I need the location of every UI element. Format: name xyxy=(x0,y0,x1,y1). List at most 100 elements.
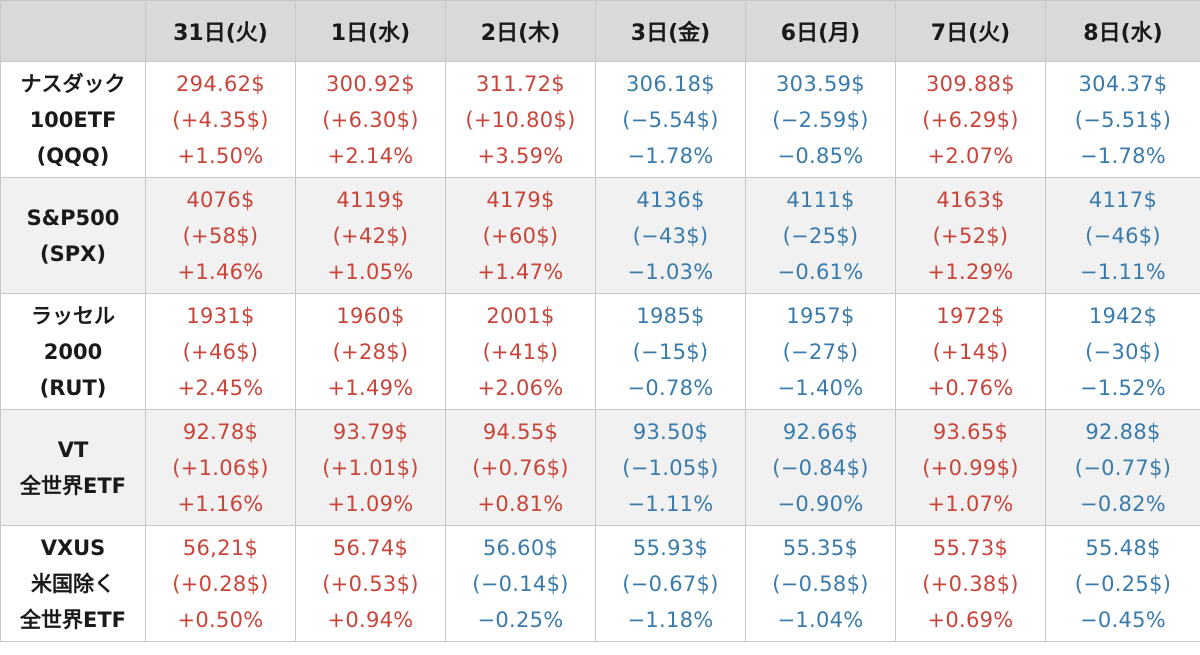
price-cell: 55.48$ (−0.25$) −0.45% xyxy=(1045,525,1200,642)
percent-change: +0.69% xyxy=(927,607,1014,632)
price-cell: 1960$ (+28$) +1.49% xyxy=(295,293,446,410)
percent-change: +1.47% xyxy=(477,259,564,284)
price-cell: 4117$ (−46$) −1.11% xyxy=(1045,177,1200,294)
price-value: 4136$ xyxy=(636,187,705,212)
row-label-line: (SPX) xyxy=(40,241,106,266)
percent-change: −0.78% xyxy=(627,375,714,400)
change-value: (−2.59$) xyxy=(772,107,869,132)
change-value: (−5.54$) xyxy=(622,107,719,132)
change-value: (+0.76$) xyxy=(472,455,569,480)
table-row: S&P500 (SPX) 4076$ (+58$) +1.46% 4119$ (+42$) +… xyxy=(0,177,1200,294)
price-cell: 94.55$ (+0.76$) +0.81% xyxy=(445,409,596,526)
change-value: (+0.28$) xyxy=(172,571,269,596)
percent-change: −1.78% xyxy=(627,143,714,168)
change-value: (+41$) xyxy=(482,339,559,364)
percent-change: +1.07% xyxy=(927,491,1014,516)
header-date: 6日(月) xyxy=(745,0,896,62)
percent-change: −1.18% xyxy=(627,607,714,632)
price-cell: 304.37$ (−5.51$) −1.78% xyxy=(1045,61,1200,178)
price-value: 92.78$ xyxy=(182,419,259,444)
table-row: ナスダック 100ETF (QQQ) 294.62$ (+4.35$) +1.50% 300… xyxy=(0,61,1200,178)
row-label: VT 全世界ETF xyxy=(0,409,146,526)
change-value: (−43$) xyxy=(632,223,709,248)
price-value: 1972$ xyxy=(936,303,1005,328)
percent-change: +1.05% xyxy=(327,259,414,284)
row-label-line: S&P500 xyxy=(26,205,120,230)
price-value: 55.73$ xyxy=(932,535,1009,560)
price-cell: 4179$ (+60$) +1.47% xyxy=(445,177,596,294)
change-value: (−0.67$) xyxy=(622,571,719,596)
price-value: 56.74$ xyxy=(332,535,409,560)
percent-change: +1.50% xyxy=(177,143,264,168)
change-value: (+0.99$) xyxy=(922,455,1019,480)
percent-change: +0.94% xyxy=(327,607,414,632)
change-value: (+6.30$) xyxy=(322,107,419,132)
percent-change: −1.04% xyxy=(777,607,864,632)
price-cell: 294.62$ (+4.35$) +1.50% xyxy=(145,61,296,178)
percent-change: +1.46% xyxy=(177,259,264,284)
price-value: 55.35$ xyxy=(782,535,859,560)
row-label-line: (QQQ) xyxy=(36,143,110,168)
row-label-line: ナスダック xyxy=(20,71,126,96)
price-value: 4076$ xyxy=(186,187,255,212)
header-date: 3日(金) xyxy=(595,0,746,62)
price-cell: 4163$ (+52$) +1.29% xyxy=(895,177,1046,294)
header-date: 31日(火) xyxy=(145,0,296,62)
header-corner xyxy=(0,0,146,62)
price-cell: 303.59$ (−2.59$) −0.85% xyxy=(745,61,896,178)
percent-change: −0.61% xyxy=(777,259,864,284)
change-value: (−46$) xyxy=(1085,223,1161,248)
price-value: 1931$ xyxy=(186,303,255,328)
percent-change: +1.09% xyxy=(327,491,414,516)
change-value: (+60$) xyxy=(482,223,559,248)
row-label: ナスダック 100ETF (QQQ) xyxy=(0,61,146,178)
row-label: S&P500 (SPX) xyxy=(0,177,146,294)
percent-change: −1.11% xyxy=(1079,259,1167,284)
table-row: VT 全世界ETF 92.78$ (+1.06$) +1.16% 93.79$ (+1.01… xyxy=(0,409,1200,526)
price-value: 300.92$ xyxy=(326,71,415,96)
row-label-line: VXUS xyxy=(40,535,106,560)
price-cell: 1985$ (−15$) −0.78% xyxy=(595,293,746,410)
price-cell: 2001$ (+41$) +2.06% xyxy=(445,293,596,410)
price-cell: 4136$ (−43$) −1.03% xyxy=(595,177,746,294)
price-cell: 4119$ (+42$) +1.05% xyxy=(295,177,446,294)
row-label-line: ラッセル xyxy=(31,303,115,328)
price-cell: 92.88$ (−0.77$) −0.82% xyxy=(1045,409,1200,526)
price-value: 4119$ xyxy=(336,187,405,212)
percent-change: +1.16% xyxy=(177,491,264,516)
price-cell: 4111$ (−25$) −0.61% xyxy=(745,177,896,294)
price-value: 92.88$ xyxy=(1085,419,1161,444)
percent-change: +1.29% xyxy=(927,259,1014,284)
price-cell: 55.93$ (−0.67$) −1.18% xyxy=(595,525,746,642)
percent-change: −1.52% xyxy=(1079,375,1167,400)
price-cell: 311.72$ (+10.80$) +3.59% xyxy=(445,61,596,178)
price-value: 1942$ xyxy=(1088,303,1158,328)
price-value: 1957$ xyxy=(786,303,855,328)
price-cell: 93.50$ (−1.05$) −1.11% xyxy=(595,409,746,526)
change-value: (+10.80$) xyxy=(465,107,576,132)
header-date: 1日(水) xyxy=(295,0,446,62)
change-value: (+52$) xyxy=(932,223,1009,248)
percent-change: +0.50% xyxy=(177,607,264,632)
price-cell: 56.74$ (+0.53$) +0.94% xyxy=(295,525,446,642)
change-value: (−0.77$) xyxy=(1074,455,1172,480)
price-value: 94.55$ xyxy=(482,419,559,444)
price-cell: 306.18$ (−5.54$) −1.78% xyxy=(595,61,746,178)
change-value: (+1.06$) xyxy=(172,455,269,480)
change-value: (−1.05$) xyxy=(622,455,719,480)
percent-change: +0.81% xyxy=(477,491,564,516)
row-label-line: 2000 xyxy=(43,339,103,364)
price-value: 303.59$ xyxy=(776,71,865,96)
percent-change: −0.90% xyxy=(777,491,864,516)
percent-change: +2.14% xyxy=(327,143,414,168)
header-row: 31日(火) 1日(水) 2日(木) 3日(金) 6日(月) 7日(火) 8日(… xyxy=(0,0,1200,62)
price-value: 306.18$ xyxy=(626,71,715,96)
price-cell: 300.92$ (+6.30$) +2.14% xyxy=(295,61,446,178)
change-value: (+42$) xyxy=(332,223,409,248)
percent-change: +1.49% xyxy=(327,375,414,400)
change-value: (+6.29$) xyxy=(922,107,1019,132)
change-value: (+58$) xyxy=(182,223,259,248)
percent-change: −1.40% xyxy=(777,375,864,400)
change-value: (−15$) xyxy=(632,339,709,364)
price-value: 1960$ xyxy=(336,303,405,328)
